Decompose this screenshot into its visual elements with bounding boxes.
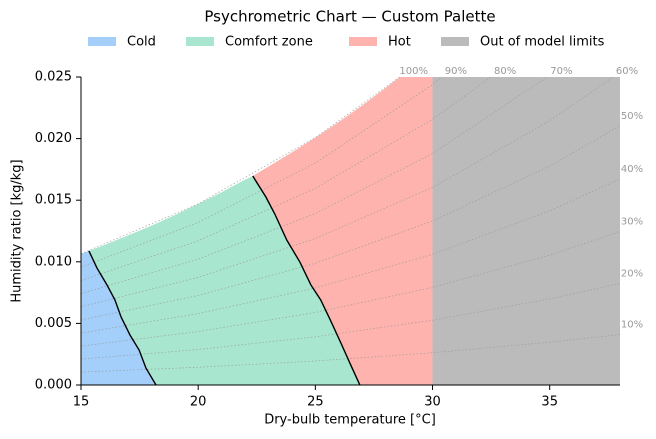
y-tick-label: 0.010: [35, 254, 72, 269]
rh-line: [80, 178, 621, 334]
legend-label: Out of model limits: [480, 35, 605, 50]
rh-label: 30%: [621, 217, 643, 228]
legend-swatch: [349, 37, 377, 46]
rh-label: 10%: [621, 320, 643, 331]
y-axis-label: Humidity ratio [kg/kg]: [10, 159, 25, 302]
y-tick-label: 0.020: [35, 131, 72, 146]
legend: Cold Comfort zone Hot Out of model limits: [88, 35, 605, 50]
zone-boundary: [88, 250, 157, 386]
legend-label: Hot: [388, 35, 411, 50]
rh-line: [80, 125, 621, 321]
region: [432, 77, 620, 385]
chart-title: Psychrometric Chart — Custom Palette: [204, 8, 495, 26]
rh-label: 70%: [550, 66, 572, 77]
x-tick-label: 30: [424, 395, 441, 410]
legend-swatch: [88, 37, 116, 46]
rh-label: 60%: [616, 66, 638, 77]
rh-line: [80, 282, 621, 360]
legend-swatch: [441, 37, 469, 46]
region: [81, 250, 156, 385]
rh-label: 80%: [494, 66, 516, 77]
x-tick-label: 15: [73, 395, 90, 410]
rh-label: 20%: [621, 268, 643, 279]
x-tick-label: 20: [190, 395, 207, 410]
zone-boundary: [252, 175, 361, 386]
y-tick-label: 0.000: [35, 378, 72, 393]
legend-label: Comfort zone: [225, 35, 313, 50]
legend-swatch: [186, 37, 214, 46]
rh-line: [80, 76, 614, 308]
legend-label: Cold: [127, 35, 156, 50]
rh-label: 40%: [621, 164, 643, 175]
rh-label: 50%: [621, 111, 643, 122]
y-tick-label: 0.015: [35, 193, 72, 208]
region: [252, 77, 433, 385]
y-tick-label: 0.005: [35, 316, 72, 331]
rh-label: 90%: [445, 66, 467, 77]
x-tick-label: 25: [307, 395, 324, 410]
x-tick-label: 35: [541, 395, 558, 410]
rh-label: 100%: [399, 66, 428, 77]
rh-line: [80, 76, 400, 255]
y-tick-label: 0.025: [35, 70, 72, 85]
x-axis-label: Dry-bulb temperature [°C]: [264, 413, 436, 428]
region: [88, 176, 360, 385]
rh-line: [80, 76, 548, 295]
rh-line: [80, 76, 492, 281]
rh-line: [80, 76, 443, 268]
rh-line: [80, 231, 621, 347]
